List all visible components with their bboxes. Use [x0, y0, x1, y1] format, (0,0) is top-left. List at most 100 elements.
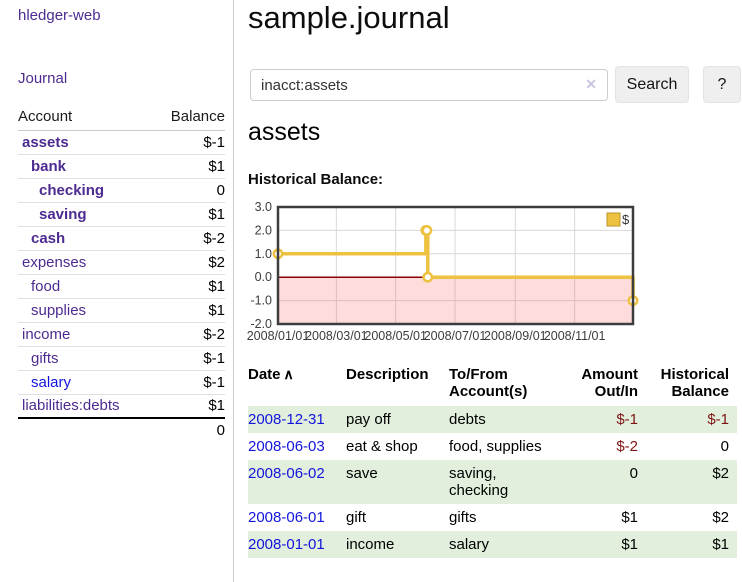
- sidebar: hledger-web Journal Account Balance asse…: [0, 0, 233, 582]
- account-link-gifts[interactable]: gifts: [31, 349, 59, 367]
- transaction-account: debts: [449, 411, 486, 428]
- accounts-header-balance: Balance: [152, 104, 225, 131]
- search-button[interactable]: Search: [615, 66, 689, 103]
- account-link-expenses[interactable]: expenses: [22, 253, 87, 271]
- transaction-amount: 0: [629, 465, 638, 482]
- transaction-description: save: [346, 465, 378, 482]
- account-link-supplies[interactable]: supplies: [31, 301, 87, 319]
- svg-text:2.0: 2.0: [255, 223, 272, 237]
- account-link-checking[interactable]: checking: [39, 181, 105, 199]
- account-balance: $-1: [152, 130, 225, 155]
- account-balance: $1: [152, 298, 225, 323]
- transaction-balance: $1: [712, 536, 729, 553]
- account-heading: assets: [248, 118, 321, 146]
- account-link-liabilities-debts[interactable]: liabilities:debts: [22, 397, 120, 415]
- account-row: checking 0: [18, 178, 225, 203]
- account-balance: $-2: [152, 226, 225, 251]
- account-link-food[interactable]: food: [31, 277, 61, 295]
- transaction-date-link[interactable]: 2008-06-02: [248, 465, 325, 482]
- account-row: bank $1: [18, 154, 225, 179]
- account-row: liabilities:debts $1: [18, 394, 225, 419]
- sidebar-item-journal[interactable]: Journal: [18, 70, 68, 87]
- svg-text:2008/07/01: 2008/07/01: [424, 329, 487, 343]
- account-balance: $1: [152, 274, 225, 299]
- account-balance: $1: [152, 202, 225, 227]
- transaction-description: income: [346, 536, 395, 553]
- accounts-header-account: Account: [18, 104, 153, 131]
- svg-text:0.0: 0.0: [255, 270, 272, 284]
- chart-title: Historical Balance:: [248, 171, 384, 188]
- transaction-account: food, supplies: [449, 438, 542, 455]
- svg-text:2008/11/01: 2008/11/01: [544, 329, 606, 343]
- account-row: saving $1: [18, 202, 225, 227]
- register-row: 2008-12-31 pay off debts $-1 $-1: [248, 406, 737, 433]
- register-header-date[interactable]: Date ∧: [248, 366, 294, 383]
- account-link-income[interactable]: income: [22, 325, 71, 343]
- register-header-balance: Historical Balance: [660, 366, 729, 400]
- transaction-date-link[interactable]: 2008-06-01: [248, 509, 325, 526]
- account-row: cash $-2: [18, 226, 225, 251]
- transaction-account: saving, checking: [449, 465, 509, 499]
- svg-text:2008/05/01: 2008/05/01: [364, 329, 427, 343]
- sort-asc-icon: ∧: [283, 366, 294, 382]
- account-balance: $-1: [152, 370, 225, 395]
- account-row: expenses $2: [18, 250, 225, 275]
- register-header-row: Date ∧ Description To/From Account(s) Amo…: [248, 360, 737, 406]
- account-row: income $-2: [18, 322, 225, 347]
- transaction-amount: $-1: [616, 411, 638, 428]
- account-row: assets $-1: [18, 130, 225, 155]
- transaction-balance: $-1: [707, 411, 729, 428]
- account-row: supplies $1: [18, 298, 225, 323]
- transaction-balance: $2: [712, 509, 729, 526]
- accounts-total-value: 0: [152, 417, 225, 442]
- svg-text:2008/09/01: 2008/09/01: [484, 329, 547, 343]
- svg-text:-2.0: -2.0: [250, 317, 272, 331]
- main-content: sample.journal ✕ Search ? assets Histori…: [246, 0, 742, 582]
- account-balance: $1: [152, 154, 225, 179]
- register-table: Date ∧ Description To/From Account(s) Amo…: [248, 360, 737, 558]
- transaction-amount: $-2: [616, 438, 638, 455]
- register-row: 2008-06-02 save saving, checking 0 $2: [248, 460, 737, 504]
- accounts-table: Account Balance assets $-1 bank $1 check…: [18, 104, 225, 442]
- account-row: salary $-1: [18, 370, 225, 395]
- account-link-cash[interactable]: cash: [31, 229, 66, 247]
- register-row: 2008-06-01 gift gifts $1 $2: [248, 504, 737, 531]
- svg-text:2008/01/01: 2008/01/01: [247, 329, 310, 343]
- account-link-saving[interactable]: saving: [39, 205, 87, 223]
- account-balance: $-1: [152, 346, 225, 371]
- transaction-amount: $1: [621, 509, 638, 526]
- account-balance: $2: [152, 250, 225, 275]
- transaction-account: gifts: [449, 509, 477, 526]
- brand-link[interactable]: hledger-web: [18, 7, 101, 24]
- account-link-salary[interactable]: salary: [31, 373, 72, 391]
- transaction-amount: $1: [621, 536, 638, 553]
- search-form: ✕ Search ?: [248, 66, 742, 104]
- search-input[interactable]: [261, 70, 581, 100]
- historical-balance-chart: $3.0 2.0 1.0 0.0 -1.0 -2.0 2008/01/01 2008/03/0…: [246, 198, 646, 348]
- svg-text:1.0: 1.0: [255, 247, 272, 261]
- sidebar-divider: [233, 0, 234, 582]
- account-balance: $-2: [152, 322, 225, 347]
- transaction-description: eat & shop: [346, 438, 418, 455]
- search-box: ✕: [250, 69, 608, 101]
- transaction-balance: 0: [720, 438, 729, 455]
- transaction-date-link[interactable]: 2008-01-01: [248, 536, 325, 553]
- help-button[interactable]: ?: [703, 66, 741, 103]
- account-link-bank[interactable]: bank: [31, 157, 67, 175]
- account-balance: 0: [152, 178, 225, 203]
- page-title: sample.journal: [248, 0, 450, 35]
- account-link-assets[interactable]: assets: [22, 133, 69, 151]
- register-header-description: Description: [346, 366, 429, 383]
- register-row: 2008-01-01 income salary $1 $1: [248, 531, 737, 558]
- svg-text:-1.0: -1.0: [250, 294, 272, 308]
- clear-search-icon[interactable]: ✕: [585, 76, 597, 92]
- transaction-date-link[interactable]: 2008-12-31: [248, 411, 325, 428]
- transaction-date-link[interactable]: 2008-06-03: [248, 438, 325, 455]
- account-balance: $1: [152, 394, 225, 419]
- svg-text:3.0: 3.0: [255, 200, 272, 214]
- accounts-total-row: 0: [18, 417, 225, 442]
- register-row: 2008-06-03 eat & shop food, supplies $-2…: [248, 433, 737, 460]
- svg-text:2008/03/01: 2008/03/01: [305, 329, 368, 343]
- register-header-account: To/From Account(s): [449, 366, 528, 400]
